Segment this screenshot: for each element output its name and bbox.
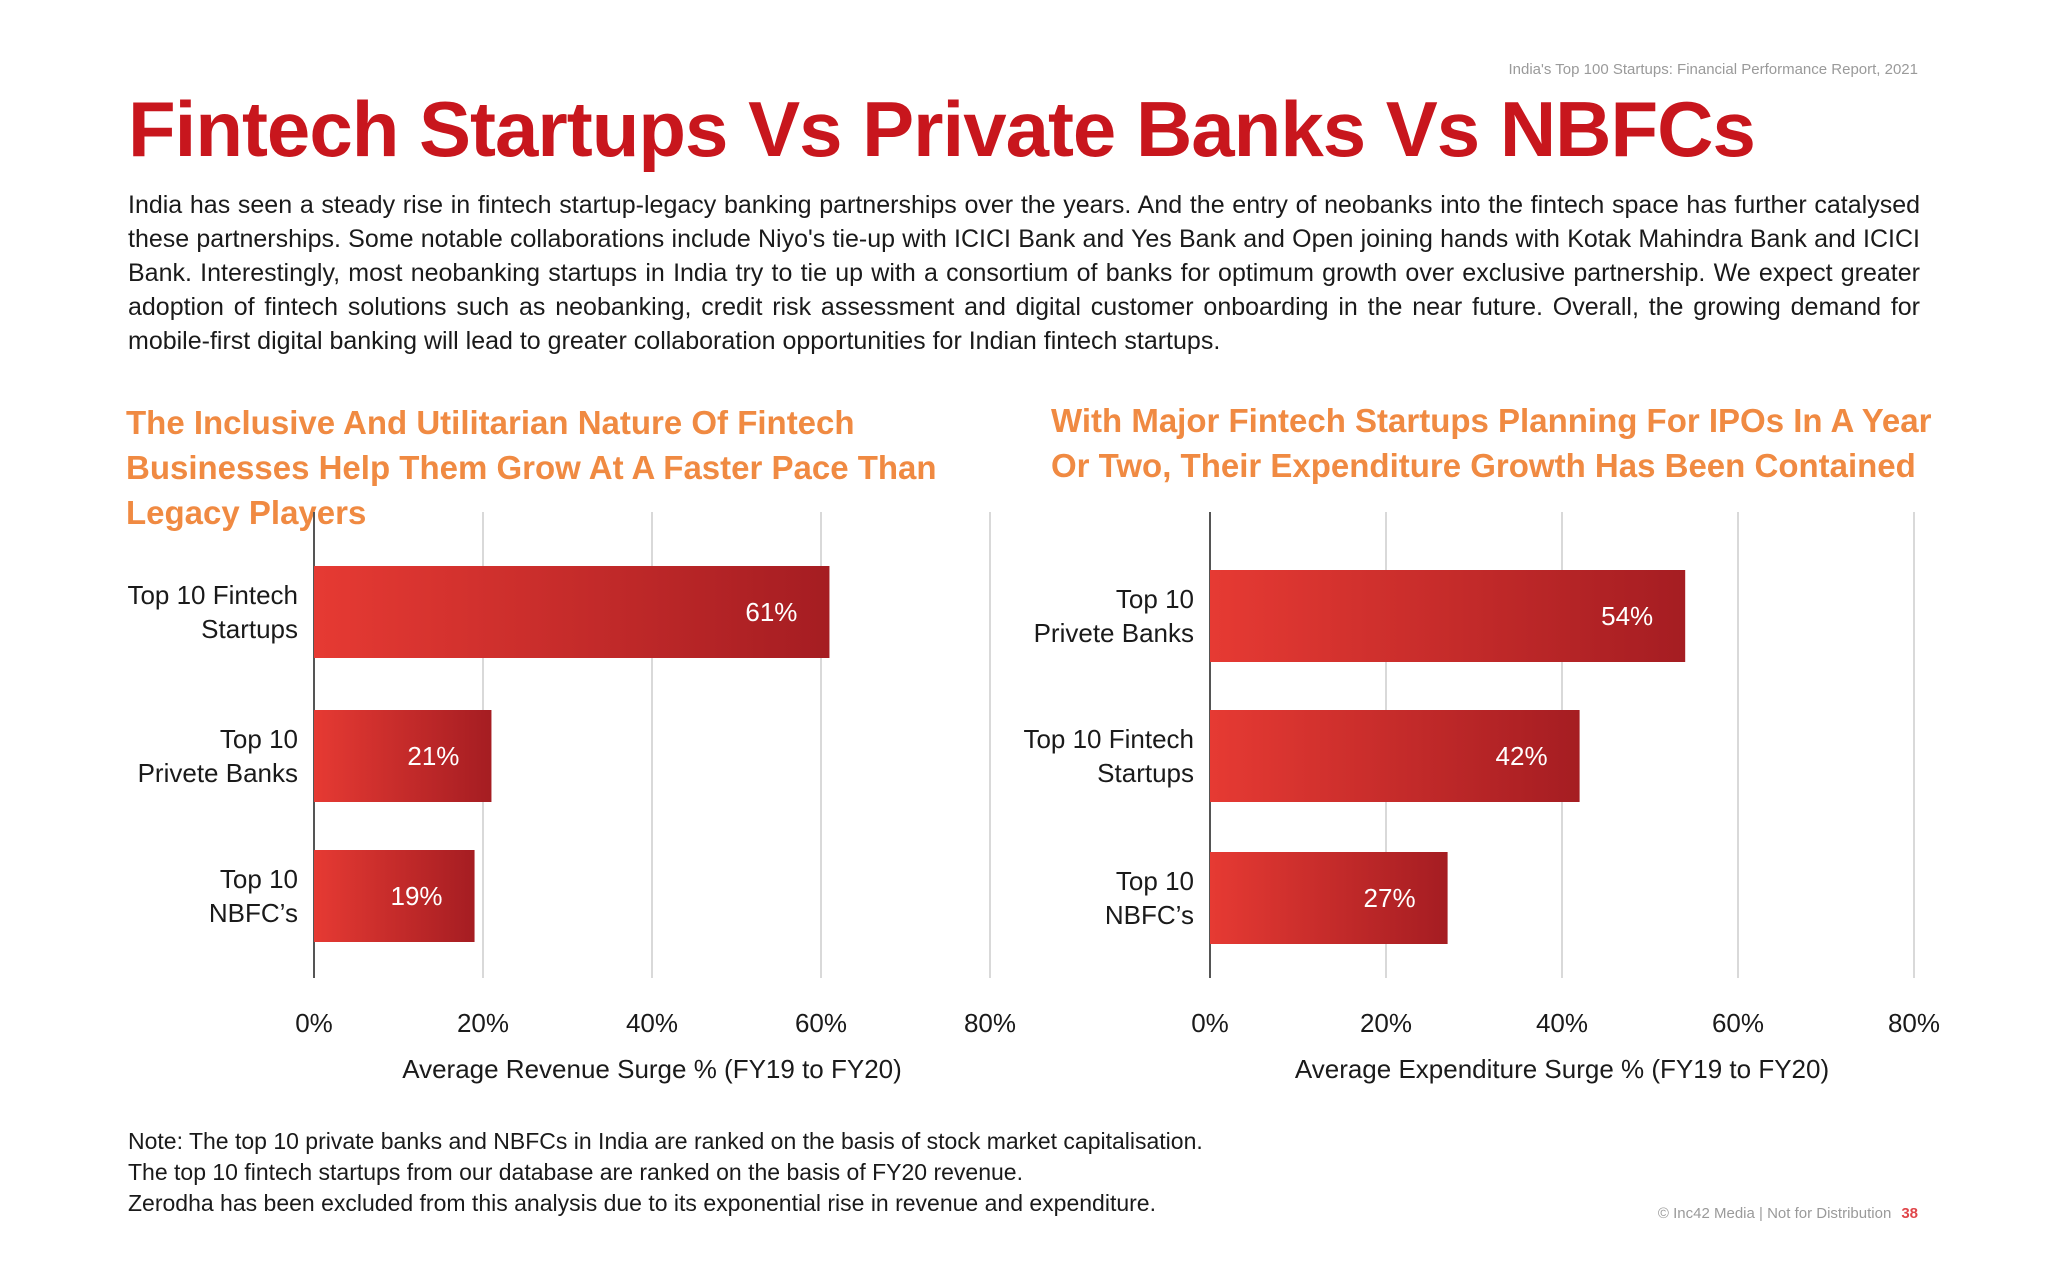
x-tick-label: 40% [1536, 1008, 1588, 1038]
x-tick-label: 60% [1712, 1008, 1764, 1038]
footnote: Note: The top 10 private banks and NBFCs… [128, 1126, 1203, 1219]
bar [314, 566, 830, 658]
footnote-line: Zerodha has been excluded from this anal… [128, 1190, 1156, 1216]
bar [314, 710, 492, 802]
report-name: India's Top 100 Startups: Financial Perf… [1508, 61, 1919, 78]
category-label: Top 10 Fintech Startups [127, 580, 298, 644]
expenditure-surge-chart: 0% 20% 40% 60% 80% 54% Top 10 Privete Banks 42% T… [1024, 512, 1940, 1084]
footnote-line: Note: The top 10 private banks and NBFCs… [128, 1128, 1203, 1154]
x-tick-label: 40% [626, 1008, 678, 1038]
category-label: Top 10 NBFC’s [209, 864, 298, 928]
x-tick-label: 60% [795, 1008, 847, 1038]
chart-title-revenue: The Inclusive And Utilitarian Nature Of … [126, 404, 937, 531]
x-tick-label: 0% [295, 1008, 333, 1038]
category-label: Top 10 Fintech Startups [1024, 724, 1194, 788]
x-tick-label: 0% [1191, 1008, 1229, 1038]
bar-value-label: 21% [407, 741, 459, 771]
bar [314, 850, 475, 942]
bar [1210, 852, 1448, 944]
bar-value-label: 27% [1364, 883, 1416, 913]
footer: © Inc42 Media | Not for Distribution 38 [1658, 1205, 1918, 1222]
page-number: 38 [1901, 1205, 1918, 1222]
x-tick-label: 20% [457, 1008, 509, 1038]
revenue-surge-chart: 0% 20% 40% 60% 80% 61% Top 10 Fintech Startups 2… [127, 512, 1016, 1084]
bar-value-label: 19% [391, 881, 443, 911]
x-tick-label: 80% [964, 1008, 1016, 1038]
category-label: Top 10 Privete Banks [138, 724, 298, 788]
bar-value-label: 42% [1496, 741, 1548, 771]
bar-value-label: 61% [745, 597, 797, 627]
x-tick-label: 80% [1888, 1008, 1940, 1038]
x-tick-label: 20% [1360, 1008, 1412, 1038]
bar [1210, 710, 1580, 802]
copyright-text: © Inc42 Media | Not for Distribution [1657, 1205, 1892, 1222]
bar [1210, 570, 1686, 662]
category-label: Top 10 NBFC’s [1105, 866, 1194, 930]
intro-paragraph: India has seen a steady rise in fintech … [128, 191, 1920, 355]
chart-title-expenditure: With Major Fintech Startups Planning For… [1051, 402, 1932, 484]
x-axis-title: Average Expenditure Surge % (FY19 to FY2… [1295, 1054, 1829, 1084]
bar-value-label: 54% [1601, 601, 1653, 631]
page-title: Fintech Startups Vs Private Banks Vs NBF… [128, 85, 1756, 173]
footnote-line: The top 10 fintech startups from our dat… [128, 1159, 1023, 1185]
category-label: Top 10 Privete Banks [1034, 584, 1194, 648]
x-axis-title: Average Revenue Surge % (FY19 to FY20) [402, 1054, 902, 1084]
